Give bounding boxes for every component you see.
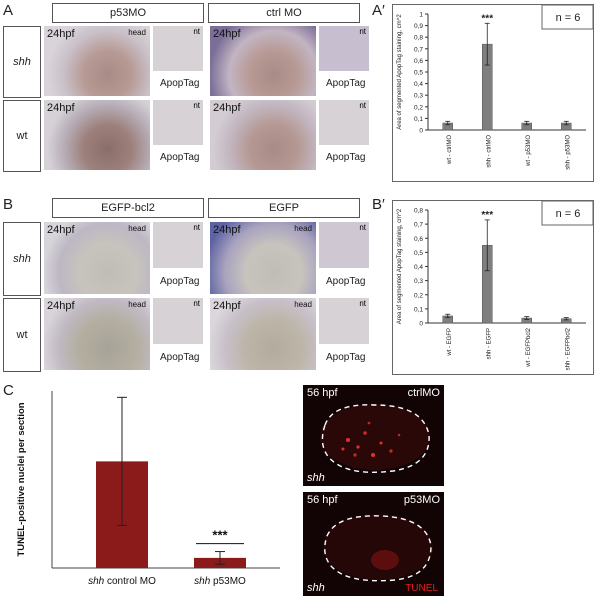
y-axis-label: TUNEL-positive nuclei per section [16, 402, 27, 556]
embryo-photo-a2: 24hpf [210, 26, 316, 96]
y-tick-label: 0,2 [414, 292, 423, 299]
col-header-egfp: EGFP [208, 198, 360, 218]
chart-frame [392, 200, 594, 375]
embryo-photo-a4: 24hpf [210, 100, 316, 170]
y-tick-label: 0,1 [414, 306, 423, 313]
y-tick-label: 0,7 [414, 46, 423, 53]
neural-tube-photo-b4: nt [319, 298, 369, 344]
y-tick-label: 0,4 [414, 264, 423, 271]
tunel-genotype-1: shh [307, 472, 325, 484]
y-tick-label: 0 [419, 321, 423, 328]
y-tick-label: 0,4 [414, 81, 423, 88]
y-tick-label: 0,5 [414, 70, 423, 77]
x-tick-label: shh - ctrlMO [486, 135, 492, 168]
y-tick-label: 1 [419, 12, 423, 19]
apoptag-label-a4: ApopTag [326, 152, 366, 163]
tunel-photo-p53mo: 56 hpf p53MO shh TUNEL [303, 492, 444, 596]
y-tick-label: 0 [419, 128, 423, 135]
n-label: n = 6 [556, 12, 581, 24]
tunel-time-2: 56 hpf [307, 494, 338, 506]
y-axis-label: Area of segmented ApopTag staining, cm^2 [397, 208, 403, 324]
neural-tube-photo-b3: nt [153, 298, 203, 344]
row-label-shh: shh [3, 26, 41, 98]
apoptag-label-b2: ApopTag [326, 276, 366, 287]
apoptag-label-a1: ApopTag [160, 78, 200, 89]
tunel-condition-2: p53MO [403, 494, 440, 506]
embryo-photo-a3: 24hpf [44, 100, 150, 170]
n-label-box [541, 4, 594, 30]
col-header-p53mo: p53MO [52, 3, 204, 23]
significance-annotation: *** [212, 528, 228, 543]
panel-a-label: A [3, 2, 14, 19]
panel-a-prime-label: A′ [372, 2, 385, 19]
significance-annotation: *** [481, 13, 493, 24]
x-tick-label: wt - EGFPbcl2 [526, 327, 532, 367]
x-tick-label: shh control MO [88, 576, 156, 587]
tunel-time-1: 56 hpf [307, 387, 338, 399]
col-header-egfp-bcl2: EGFP-bcl2 [52, 198, 204, 218]
x-tick-label: shh - p53MO [565, 135, 571, 170]
panel-b-prime-label: B′ [372, 196, 385, 213]
chart-b-prime: 0 0,1 0,2 0,3 0,4 0,5 0,6 0,7 0,8 Area of segment… [392, 200, 594, 375]
n-label-box [541, 200, 594, 226]
y-axis-label: Area of segmented ApopTag staining, cm^2 [397, 14, 403, 130]
y-tick-label: 0,3 [414, 278, 423, 285]
tunel-photo-ctrlmo: 56 hpf ctrlMO shh [303, 385, 444, 486]
x-tick-label: shh - EGFP [486, 328, 492, 359]
panel-c-label: C [3, 382, 14, 399]
neural-tube-photo-b1: nt [153, 222, 203, 268]
embryo-photo-a1: 24hpf head [44, 26, 150, 96]
col-header-ctrlmo: ctrl MO [208, 3, 360, 23]
apoptag-label-b1: ApopTag [160, 276, 200, 287]
chart-frame [392, 4, 594, 182]
tunel-stain-label: TUNEL [405, 583, 438, 594]
row-label-shh: shh [3, 222, 41, 296]
panel-b-label: B [3, 196, 14, 213]
y-tick-label: 0,6 [414, 236, 423, 243]
significance-annotation: *** [481, 210, 493, 221]
n-label: n = 6 [556, 208, 581, 220]
y-tick-label: 0,6 [414, 58, 423, 65]
y-tick-label: 0,1 [414, 116, 423, 123]
row-label-wt: wt [3, 298, 41, 372]
embryo-photo-b2: 24hpf head [210, 222, 316, 294]
chart-a-prime: 0 0,1 0,2 0,3 0,4 0,5 0,6 0,7 0,8 0,9 1 Area of seg… [392, 4, 594, 182]
neural-tube-photo-a2: nt [319, 26, 369, 71]
tunel-genotype-2: shh [307, 582, 325, 594]
y-tick-label: 0,5 [414, 250, 423, 257]
x-tick-label: wt - ctrlMO [447, 135, 453, 165]
x-tick-label: shh - EGFPbcl2 [565, 327, 571, 370]
embryo-photo-b4: 24hpf head [210, 298, 316, 370]
x-tick-label: wt - p53MO [526, 135, 532, 167]
y-tick-label: 0,2 [414, 104, 423, 111]
apoptag-label-b4: ApopTag [326, 352, 366, 363]
row-label-wt: wt [3, 100, 41, 172]
neural-tube-photo-a1: nt [153, 26, 203, 71]
x-tick-label: shh p53MO [194, 576, 246, 587]
embryo-photo-b3: 24hpf head [44, 298, 150, 370]
embryo-photo-b1: 24hpf head [44, 222, 150, 294]
y-tick-label: 0,7 [414, 222, 423, 229]
apoptag-label-a3: ApopTag [160, 152, 200, 163]
chart-c: TUNEL-positive nuclei per section shh con… [16, 391, 280, 587]
neural-tube-photo-b2: nt [319, 222, 369, 268]
apoptag-label-b3: ApopTag [160, 352, 200, 363]
tunel-condition-1: ctrlMO [407, 387, 440, 399]
x-tick-label: wt - EGFP [447, 328, 453, 357]
neural-tube-photo-a4: nt [319, 100, 369, 145]
y-tick-label: 0,3 [414, 93, 423, 100]
y-tick-label: 0,8 [414, 35, 423, 42]
neural-tube-photo-a3: nt [153, 100, 203, 145]
y-tick-label: 0,9 [414, 23, 423, 30]
y-tick-label: 0,8 [414, 208, 423, 215]
apoptag-label-a2: ApopTag [326, 78, 366, 89]
